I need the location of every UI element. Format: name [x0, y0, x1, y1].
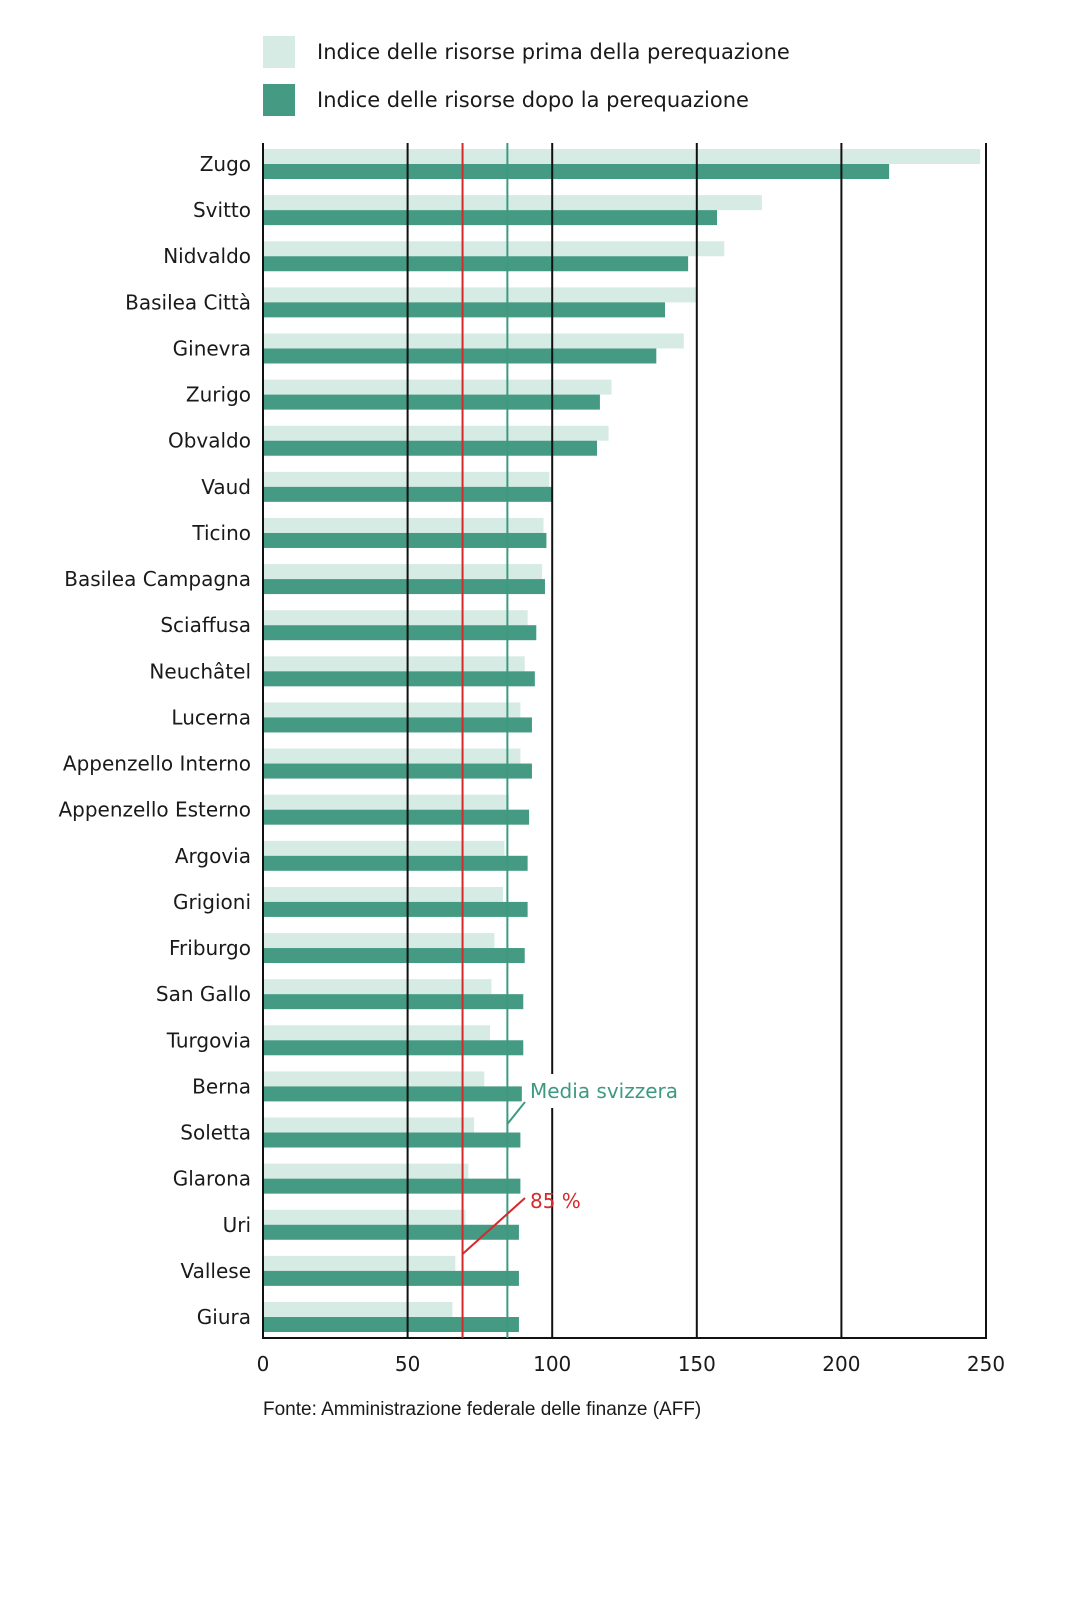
- x-tick-label: 150: [678, 1352, 716, 1376]
- bar-before: [263, 149, 981, 164]
- bar-before: [263, 702, 521, 718]
- bar-before: [263, 333, 684, 349]
- category-label: Zurigo: [186, 383, 251, 407]
- category-label: Giura: [197, 1305, 251, 1329]
- bar-before: [263, 1117, 475, 1133]
- source-note: Fonte: Amministrazione federale delle fi…: [263, 1399, 702, 1420]
- bar-before: [263, 195, 762, 211]
- bar-after: [263, 901, 528, 917]
- bar-before: [263, 979, 492, 995]
- category-label: Vaud: [201, 475, 251, 499]
- bar-before: [263, 379, 612, 395]
- bar-before: [263, 748, 521, 764]
- bar-before: [263, 610, 528, 626]
- category-label: Grigioni: [173, 890, 251, 914]
- swiss-average-label-bg: [525, 1074, 695, 1108]
- legend-label-before: Indice delle risorse prima della perequa…: [317, 40, 790, 64]
- category-label: Ticino: [191, 521, 251, 545]
- bar-after: [263, 1040, 524, 1056]
- bar-after: [263, 394, 600, 410]
- bar-before: [263, 1302, 453, 1317]
- category-label: Basilea Città: [125, 290, 251, 314]
- category-label: Svitto: [193, 198, 251, 222]
- category-label: Turgovia: [166, 1028, 251, 1052]
- x-tick-label: 100: [533, 1352, 571, 1376]
- bar-before: [263, 1163, 469, 1179]
- category-label: Appenzello Esterno: [58, 798, 251, 822]
- bar-after: [263, 164, 890, 179]
- bar-after: [263, 302, 665, 318]
- threshold-label: 85 %: [530, 1189, 581, 1213]
- bar-after: [263, 579, 545, 595]
- bar-before: [263, 425, 609, 441]
- bar-after: [263, 948, 525, 964]
- bar-after: [263, 1270, 519, 1286]
- bar-after: [263, 256, 689, 272]
- category-label: Friburgo: [169, 936, 251, 960]
- category-label: Lucerna: [171, 705, 251, 729]
- legend-swatch-after: [263, 84, 295, 116]
- category-label: Ginevra: [173, 336, 251, 360]
- swiss-average-label: Media svizzera: [530, 1079, 678, 1103]
- threshold-leader: [461, 1197, 526, 1255]
- category-label: Neuchâtel: [149, 659, 251, 683]
- legend-item-after: Indice delle risorse dopo la perequazion…: [263, 84, 749, 116]
- bar-before: [263, 1209, 466, 1225]
- bar-after: [263, 717, 532, 733]
- bar-after: [263, 1132, 521, 1148]
- bar-before: [263, 517, 544, 533]
- legend-label-after: Indice delle risorse dopo la perequazion…: [317, 88, 749, 112]
- bar-after: [263, 348, 657, 364]
- bar-after: [263, 671, 535, 687]
- category-label: Appenzello Interno: [63, 752, 251, 776]
- bar-before: [263, 241, 725, 257]
- category-label: Sciaffusa: [160, 613, 251, 637]
- category-label: Obvaldo: [168, 429, 251, 453]
- bar-before: [263, 933, 495, 949]
- bar-after: [263, 855, 528, 871]
- bar-after: [263, 532, 547, 548]
- bar-before: [263, 471, 550, 487]
- legend-item-before: Indice delle risorse prima della perequa…: [263, 36, 790, 68]
- bar-after: [263, 210, 718, 226]
- bar-before: [263, 656, 525, 672]
- bar-before: [263, 886, 504, 902]
- bar-before: [263, 287, 697, 303]
- category-label: Berna: [192, 1074, 251, 1098]
- x-tick-label: 50: [395, 1352, 420, 1376]
- category-label: Uri: [223, 1213, 251, 1237]
- bar-after: [263, 809, 530, 825]
- bar-after: [263, 994, 524, 1010]
- category-label: San Gallo: [156, 982, 251, 1006]
- bar-after: [263, 625, 537, 641]
- bar-before: [263, 794, 509, 810]
- bar-before: [263, 1255, 456, 1271]
- bar-after: [263, 1086, 522, 1102]
- x-tick-label: 200: [822, 1352, 860, 1376]
- bar-after: [263, 1178, 521, 1194]
- category-label: Soletta: [180, 1121, 251, 1145]
- bar-after: [263, 440, 598, 456]
- bar-after: [263, 1317, 519, 1332]
- category-label: Nidvaldo: [163, 244, 251, 268]
- swiss-average-leader: [506, 1101, 526, 1125]
- bar-after: [263, 763, 532, 779]
- bar-after: [263, 1224, 519, 1240]
- category-label: Vallese: [180, 1259, 251, 1283]
- bar-before: [263, 1071, 485, 1087]
- category-label: Glarona: [173, 1167, 251, 1191]
- bar-before: [263, 1025, 491, 1041]
- x-tick-label: 0: [257, 1352, 270, 1376]
- bar-before: [263, 564, 543, 580]
- category-label: Argovia: [175, 844, 251, 868]
- category-label: Basilea Campagna: [64, 567, 251, 591]
- x-tick-label: 250: [967, 1352, 1005, 1376]
- legend-swatch-before: [263, 36, 295, 68]
- bar-before: [263, 840, 505, 856]
- category-label: Zugo: [200, 152, 251, 176]
